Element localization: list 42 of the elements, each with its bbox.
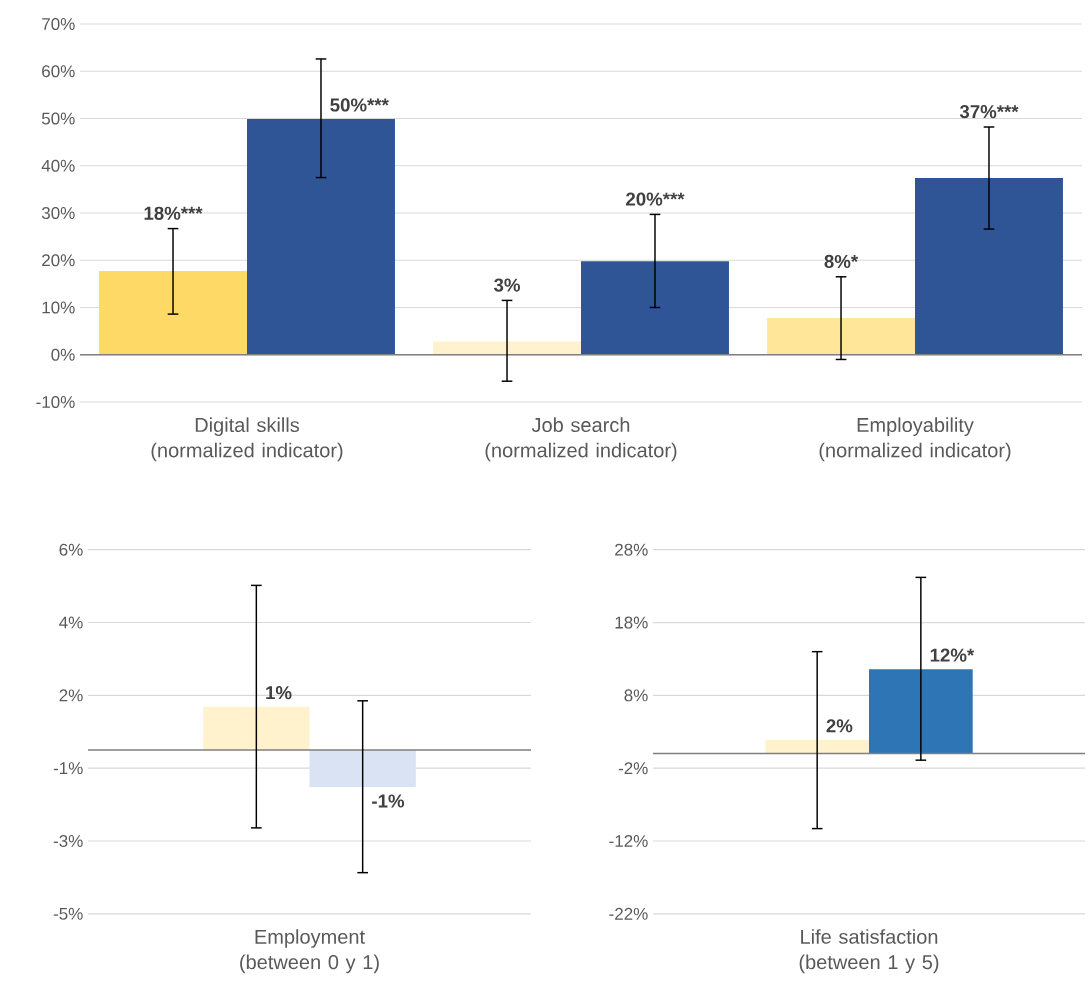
x-tick-label: Life satisfaction (between 1 y 5) (799, 929, 939, 974)
y-tick-label: 70% (42, 17, 75, 31)
y-tick-label: -1% (53, 762, 83, 775)
data-label: 20%*** (626, 192, 685, 206)
data-label: 1% (266, 686, 292, 700)
data-label: 37%*** (959, 105, 1019, 119)
data-label: 3% (493, 278, 521, 292)
y-tick-label: 10% (42, 301, 75, 314)
data-label: 8%* (824, 254, 859, 269)
y-tick-label: 30% (41, 206, 75, 220)
data-label: 18%*** (144, 206, 203, 220)
x-tick-label: Employability (normalized indicator) (819, 417, 1011, 462)
x-tick-label: Job search (normalized indicator) (485, 417, 677, 462)
y-tick-label: 4% (59, 616, 83, 629)
y-tick-label: 50% (41, 112, 75, 125)
bar (99, 271, 247, 355)
y-tick-label: 18% (615, 616, 648, 629)
x-tick-label: Employment (between 0 y 1) (240, 929, 379, 974)
y-tick-label: 60% (42, 65, 75, 78)
y-tick-label: 40% (41, 159, 75, 172)
bar (247, 118, 395, 355)
data-label: -1% (372, 794, 405, 808)
y-tick-label: 28% (615, 543, 648, 556)
x-tick-label: Digital skills (normalized indicator) (151, 417, 343, 462)
y-tick-label: -5% (53, 907, 83, 920)
y-tick-label: 8% (624, 689, 648, 702)
y-tick-label: -12% (609, 834, 648, 847)
data-label: 12%* (930, 648, 975, 662)
bar (767, 317, 916, 355)
bar (433, 341, 581, 355)
data-label: 2% (826, 719, 853, 733)
y-tick-label: 0% (51, 348, 75, 361)
y-tick-label: -3% (53, 834, 83, 847)
y-tick-label: -10% (36, 395, 75, 409)
y-tick-label: 2% (59, 689, 83, 702)
bar (915, 178, 1063, 355)
bar (581, 261, 729, 355)
data-label: 50%*** (330, 98, 389, 112)
y-tick-label: -22% (609, 907, 648, 920)
y-tick-label: 6% (59, 543, 83, 556)
y-tick-label: 20% (42, 254, 75, 267)
y-tick-label: -2% (618, 762, 648, 775)
